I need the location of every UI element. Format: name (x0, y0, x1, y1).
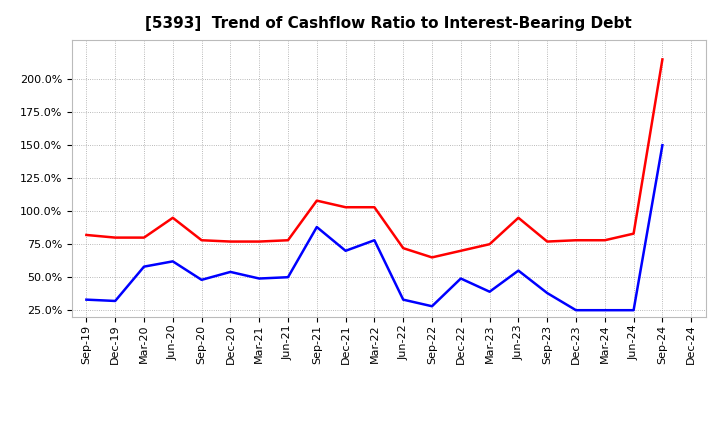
Free CF to Interest-Bearing Debt (140, 264, 148, 269)
Free CF to Interest-Bearing Debt (168, 259, 177, 264)
Free CF to Interest-Bearing Debt (428, 304, 436, 309)
Operating CF to Interest-Bearing Debt (341, 205, 350, 210)
Free CF to Interest-Bearing Debt (341, 248, 350, 253)
Free CF to Interest-Bearing Debt (600, 308, 609, 313)
Operating CF to Interest-Bearing Debt (428, 255, 436, 260)
Operating CF to Interest-Bearing Debt (370, 205, 379, 210)
Operating CF to Interest-Bearing Debt (572, 238, 580, 243)
Free CF to Interest-Bearing Debt (284, 275, 292, 280)
Operating CF to Interest-Bearing Debt (111, 235, 120, 240)
Operating CF to Interest-Bearing Debt (456, 248, 465, 253)
Operating CF to Interest-Bearing Debt (629, 231, 638, 236)
Operating CF to Interest-Bearing Debt (197, 238, 206, 243)
Operating CF to Interest-Bearing Debt (514, 215, 523, 220)
Free CF to Interest-Bearing Debt (658, 143, 667, 148)
Free CF to Interest-Bearing Debt (399, 297, 408, 302)
Free CF to Interest-Bearing Debt (456, 276, 465, 281)
Free CF to Interest-Bearing Debt (226, 269, 235, 275)
Operating CF to Interest-Bearing Debt (82, 232, 91, 238)
Operating CF to Interest-Bearing Debt (658, 57, 667, 62)
Line: Operating CF to Interest-Bearing Debt: Operating CF to Interest-Bearing Debt (86, 59, 662, 257)
Free CF to Interest-Bearing Debt (255, 276, 264, 281)
Operating CF to Interest-Bearing Debt (168, 215, 177, 220)
Operating CF to Interest-Bearing Debt (543, 239, 552, 244)
Operating CF to Interest-Bearing Debt (140, 235, 148, 240)
Operating CF to Interest-Bearing Debt (312, 198, 321, 203)
Free CF to Interest-Bearing Debt (629, 308, 638, 313)
Free CF to Interest-Bearing Debt (370, 238, 379, 243)
Title: [5393]  Trend of Cashflow Ratio to Interest-Bearing Debt: [5393] Trend of Cashflow Ratio to Intere… (145, 16, 632, 32)
Free CF to Interest-Bearing Debt (514, 268, 523, 273)
Operating CF to Interest-Bearing Debt (226, 239, 235, 244)
Operating CF to Interest-Bearing Debt (485, 242, 494, 247)
Free CF to Interest-Bearing Debt (82, 297, 91, 302)
Operating CF to Interest-Bearing Debt (600, 238, 609, 243)
Free CF to Interest-Bearing Debt (111, 298, 120, 304)
Free CF to Interest-Bearing Debt (197, 277, 206, 282)
Operating CF to Interest-Bearing Debt (399, 246, 408, 251)
Operating CF to Interest-Bearing Debt (284, 238, 292, 243)
Free CF to Interest-Bearing Debt (543, 290, 552, 296)
Free CF to Interest-Bearing Debt (312, 224, 321, 230)
Operating CF to Interest-Bearing Debt (255, 239, 264, 244)
Line: Free CF to Interest-Bearing Debt: Free CF to Interest-Bearing Debt (86, 145, 662, 310)
Free CF to Interest-Bearing Debt (572, 308, 580, 313)
Free CF to Interest-Bearing Debt (485, 289, 494, 294)
